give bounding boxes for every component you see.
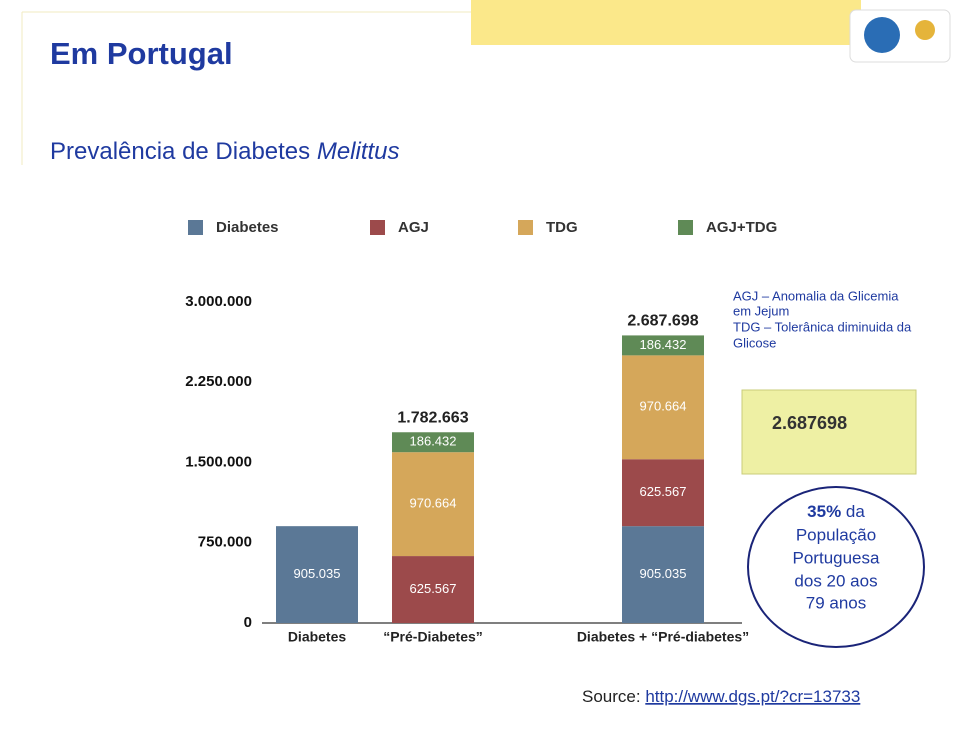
legend-swatch [370,220,385,235]
bar-segment [392,556,474,623]
bar-segment [276,526,358,623]
notes: AGJ – Anomalia da Glicemia em Jejum TDG … [733,288,912,350]
x-tick-label: Diabetes [288,629,347,645]
note: TDG – Tolerânica diminuida da [733,319,912,334]
x-tick-label: “Pré-Diabetes” [383,629,483,645]
source: Source: http://www.dgs.pt/?cr=13733 [582,687,860,706]
legend-label: TDG [546,219,578,236]
y-tick-label: 3.000.000 [185,293,252,310]
source-link[interactable]: http://www.dgs.pt/?cr=13733 [645,687,860,706]
value-label: 970.664 [640,399,687,414]
value-label: 625.567 [410,581,457,596]
legend-label: Diabetes [216,219,279,236]
header-band [471,0,861,45]
value-label: 186.432 [410,434,457,449]
source-label: Source: [582,687,645,706]
subtitle: Prevalência de Diabetes Melittus [50,138,400,165]
y-tick-label: 2.250.000 [185,373,252,390]
callout-line: dos 20 aos [794,571,877,590]
logo [849,9,951,63]
note: AGJ – Anomalia da Glicemia [733,288,899,303]
value-label: 186.432 [640,337,687,352]
callout: 35% da População Portuguesa dos 20 aos 7… [793,502,880,612]
callout-line: População [796,525,876,544]
subtitle-italic: Melittus [317,138,400,165]
total-label: 2.687.698 [627,313,698,330]
y-tick-label: 0 [244,614,252,631]
legend-label: AGJ [398,219,429,236]
bar-segment [622,526,704,623]
legend-swatch [188,220,203,235]
value-label: 905.035 [294,566,341,581]
callout-line: Portuguesa [793,548,880,567]
legend-swatch [678,220,693,235]
value-label: 625.567 [640,484,687,499]
bar-segment [622,355,704,460]
callout-line: 79 anos [806,593,867,612]
title: Em Portugal [50,36,233,71]
legend-swatch [518,220,533,235]
callout-bold: 35% [807,502,841,521]
x-tick-label: Diabetes + “Pré-diabetes” [577,629,749,645]
y-tick-label: 1.500.000 [185,453,252,470]
bar-segment [392,432,474,453]
callout-line: 35% da [807,502,865,521]
bar-segment [392,452,474,557]
bar-segment [622,335,704,356]
sticky-note [741,389,917,475]
value-label: 970.664 [410,496,457,511]
note: Glicose [733,335,776,350]
chart: 0 750.000 1.500.000 2.250.000 3.000.000 Diabe… [185,219,777,645]
sticky-note-text: 2.687698 [772,413,847,433]
subtitle-text: Prevalência de Diabetes [50,138,317,165]
note: em Jejum [733,303,789,318]
value-label: 905.035 [640,566,687,581]
y-tick-label: 750.000 [198,534,252,551]
callout-text: da [841,502,865,521]
legend-label: AGJ+TDG [706,219,777,236]
total-label: 1.782.663 [397,409,468,426]
bar-segment [622,459,704,527]
callout-circle [747,486,925,648]
